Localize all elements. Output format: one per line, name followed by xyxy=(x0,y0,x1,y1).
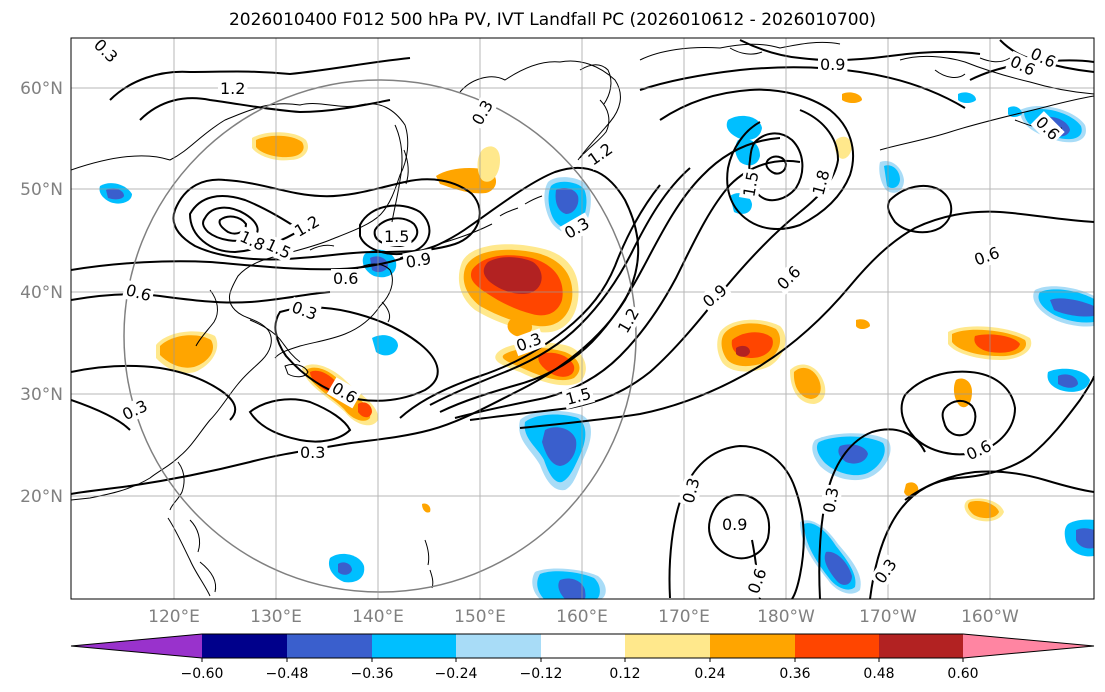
contour-label-halo xyxy=(738,167,763,201)
colorbar-tick-label: 0.60 xyxy=(947,666,978,682)
contour-label-halo xyxy=(561,383,595,410)
contour-label-halo xyxy=(402,248,435,273)
colorbar-tick-label: 0.36 xyxy=(779,666,810,682)
lat-labels: 60°N 50°N 40°N 30°N 20°N xyxy=(20,79,63,507)
contour-label-halo xyxy=(235,225,270,256)
contour-label-halo xyxy=(326,377,362,409)
colorbar-seg xyxy=(625,634,710,658)
contour-label-halo xyxy=(218,79,248,98)
lon-label: 170°E xyxy=(658,607,710,627)
lon-label: 160°W xyxy=(961,607,1019,627)
colorbar-seg xyxy=(71,634,202,658)
contour-label: 1.2 xyxy=(220,79,245,98)
lat-label: 40°N xyxy=(20,283,63,303)
colorbar-seg xyxy=(456,634,541,658)
contour-label: 0.6 xyxy=(773,262,804,293)
contour-label: 0.9 xyxy=(722,515,747,534)
contour-label-halo xyxy=(289,210,325,242)
map-title: 2026010400 F012 500 hPa PV, IVT Landfall… xyxy=(228,10,876,30)
contour-label-halo xyxy=(287,296,322,325)
contour-label: 1.2 xyxy=(584,139,616,169)
contour-label-halo xyxy=(961,435,997,465)
colorbar-seg xyxy=(795,634,879,658)
contour-label-halo xyxy=(331,269,361,288)
colorbar-seg xyxy=(879,634,963,658)
colorbar-seg xyxy=(710,634,795,658)
contour-label-halo xyxy=(121,279,156,306)
contour-label-halo xyxy=(612,303,645,339)
colorbar-tick-label: 0.24 xyxy=(694,666,725,682)
contour-label-halo xyxy=(771,260,806,295)
contour-label: 0.9 xyxy=(820,55,845,74)
colorbar-seg xyxy=(202,634,287,658)
lat-label: 30°N xyxy=(20,385,63,405)
contour-label-halo xyxy=(697,279,733,313)
contour-label: 1.5 xyxy=(739,170,762,198)
colorbar-tick-label: −0.48 xyxy=(266,666,309,682)
shaded-ivt-field xyxy=(99,92,1094,599)
contour-label-halo xyxy=(511,328,546,357)
contour-label: 0.3 xyxy=(90,35,121,66)
contour-label: 0.3 xyxy=(300,443,325,462)
contour-label-halo xyxy=(261,233,296,264)
lon-labels: 120°E 130°E 140°E 150°E 160°E 170°E 180°… xyxy=(148,607,1019,627)
contour-label: 0.3 xyxy=(679,476,704,506)
contour-label: 1.5 xyxy=(564,384,594,409)
contour-label-halo xyxy=(1005,50,1041,81)
contour-label-halo xyxy=(582,137,618,171)
contour-label-halo xyxy=(808,165,835,200)
contour-labels: 0.3 1.2 0.3 1.2 0.9 0.6 1.8 1.5 1.2 1.5 … xyxy=(88,35,1065,599)
contour-label: 1.5 xyxy=(384,227,409,246)
graticule xyxy=(71,38,1094,599)
colorbar-seg xyxy=(541,634,625,658)
contour-label-halo xyxy=(88,38,123,68)
contour-label-halo xyxy=(559,212,595,244)
contour-label: 0.9 xyxy=(404,249,432,272)
colorbar-ticks xyxy=(201,658,964,662)
contour-label-halo xyxy=(818,483,843,517)
radius-circle xyxy=(123,79,637,593)
lon-label: 160°E xyxy=(556,607,608,627)
colorbar-tick-label: −0.60 xyxy=(181,666,224,682)
lon-label: 140°E xyxy=(352,607,404,627)
contour-label-halo xyxy=(298,443,328,462)
lon-label: 180°W xyxy=(757,607,815,627)
colorbar-tick-label: −0.36 xyxy=(351,666,394,682)
colorbar-tick-label: 0.12 xyxy=(609,666,640,682)
lon-label: 170°W xyxy=(859,607,917,627)
colorbar: −0.60 −0.48 −0.36 −0.24 −0.12 0.12 0.24 … xyxy=(70,633,1095,682)
contour-label: 1.8 xyxy=(809,168,834,198)
contour-label-halo xyxy=(969,242,1004,271)
contour-label-halo xyxy=(117,395,153,425)
contour-label-halo xyxy=(869,553,902,589)
contour-label-halo xyxy=(382,227,412,246)
contour-label-halo xyxy=(818,55,848,74)
contour-label-halo xyxy=(1030,111,1065,146)
colorbar-seg xyxy=(963,634,1094,658)
contour-label: 0.6 xyxy=(124,280,154,305)
lon-label: 150°E xyxy=(454,607,506,627)
colorbar-tick-label: −0.12 xyxy=(520,666,563,682)
colorbar-seg xyxy=(372,634,456,658)
lat-label: 60°N xyxy=(20,79,63,99)
map-frame xyxy=(70,37,1095,600)
colorbar-tick-label: 0.48 xyxy=(863,666,894,682)
contour-label: 0.3 xyxy=(871,555,901,587)
colorbar-tick-label: −0.24 xyxy=(435,666,478,682)
contour-label: 0.3 xyxy=(819,486,842,514)
lon-label: 130°E xyxy=(250,607,302,627)
contour-label-halo xyxy=(743,563,772,599)
lat-label: 50°N xyxy=(20,180,63,200)
contour-label-halo xyxy=(466,95,499,131)
contour-label-halo xyxy=(720,515,750,534)
contour-label-halo xyxy=(678,473,705,508)
lat-label: 20°N xyxy=(20,487,63,507)
colorbar-seg xyxy=(287,634,372,658)
contour-label: 0.9 xyxy=(699,280,731,311)
lon-label: 120°E xyxy=(148,607,200,627)
contour-label: 0.6 xyxy=(333,269,358,288)
contour-label-halo xyxy=(1025,42,1061,73)
